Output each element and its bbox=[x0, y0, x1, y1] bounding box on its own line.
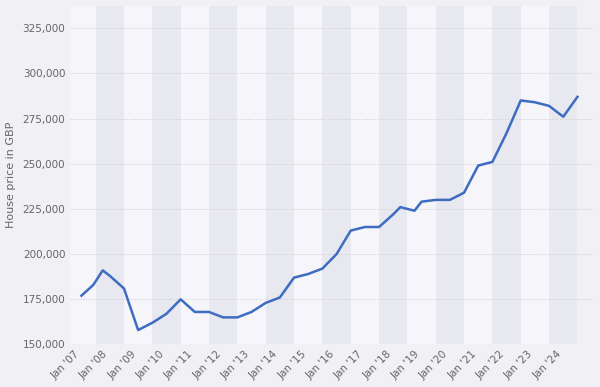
Bar bbox=[209, 5, 238, 344]
Bar bbox=[521, 5, 549, 344]
Bar bbox=[493, 5, 521, 344]
Bar bbox=[407, 5, 436, 344]
Bar bbox=[266, 5, 294, 344]
Bar bbox=[379, 5, 407, 344]
Bar bbox=[464, 5, 493, 344]
Bar bbox=[351, 5, 379, 344]
Bar bbox=[124, 5, 152, 344]
Bar bbox=[181, 5, 209, 344]
Bar bbox=[436, 5, 464, 344]
Bar bbox=[95, 5, 124, 344]
Bar bbox=[238, 5, 266, 344]
Bar bbox=[152, 5, 181, 344]
Bar bbox=[322, 5, 351, 344]
Bar bbox=[70, 5, 95, 344]
Y-axis label: House price in GBP: House price in GBP bbox=[5, 122, 16, 228]
Bar bbox=[549, 5, 577, 344]
Bar bbox=[294, 5, 322, 344]
